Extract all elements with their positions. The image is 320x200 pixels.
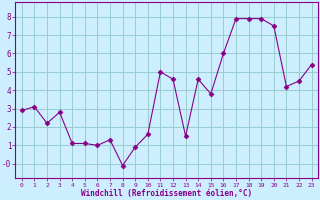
X-axis label: Windchill (Refroidissement éolien,°C): Windchill (Refroidissement éolien,°C) bbox=[81, 189, 252, 198]
